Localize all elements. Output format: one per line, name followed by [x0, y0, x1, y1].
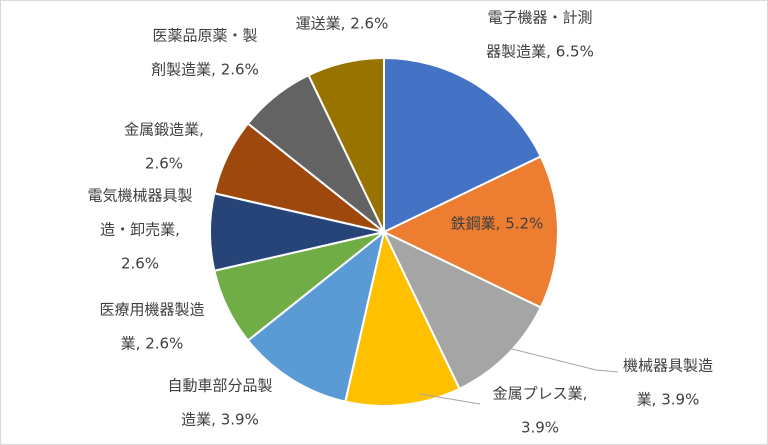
- leader-line: [419, 393, 481, 405]
- data-label: 機械器具製造: [623, 357, 713, 375]
- data-label: 鉄鋼業, 5.2%: [451, 215, 544, 233]
- data-label: 2.6%: [121, 255, 159, 273]
- data-label: 剤製造業, 2.6%: [151, 61, 259, 79]
- data-label: 自動車部分品製: [167, 377, 272, 395]
- data-label: 業, 3.9%: [637, 391, 700, 409]
- pie-slice: [383, 56, 543, 234]
- pie-slice: [307, 56, 385, 233]
- data-label: 医薬品原薬・製: [152, 27, 257, 45]
- data-label: 金属プレス業,: [493, 385, 588, 403]
- data-label: 電子機器・計測: [487, 9, 592, 27]
- leader-line: [507, 347, 619, 373]
- data-label: 造・卸売業,: [100, 221, 180, 239]
- pie-slice: [344, 228, 461, 407]
- data-label: 3.9%: [521, 419, 559, 437]
- data-label: 2.6%: [145, 155, 183, 173]
- pie-slice: [246, 229, 386, 403]
- data-label: 医療用機器製造: [99, 301, 204, 319]
- data-label: 電気機械器具製: [87, 187, 192, 205]
- pie-slice: [381, 229, 543, 391]
- data-label: 器製造業, 6.5%: [486, 43, 594, 61]
- data-label: 造業, 3.9%: [181, 411, 259, 429]
- data-label: 運送業, 2.6%: [296, 15, 389, 33]
- data-label: 業, 2.6%: [121, 335, 184, 353]
- data-label: 金属鍛造業,: [124, 121, 204, 139]
- pie-slice: [381, 155, 559, 309]
